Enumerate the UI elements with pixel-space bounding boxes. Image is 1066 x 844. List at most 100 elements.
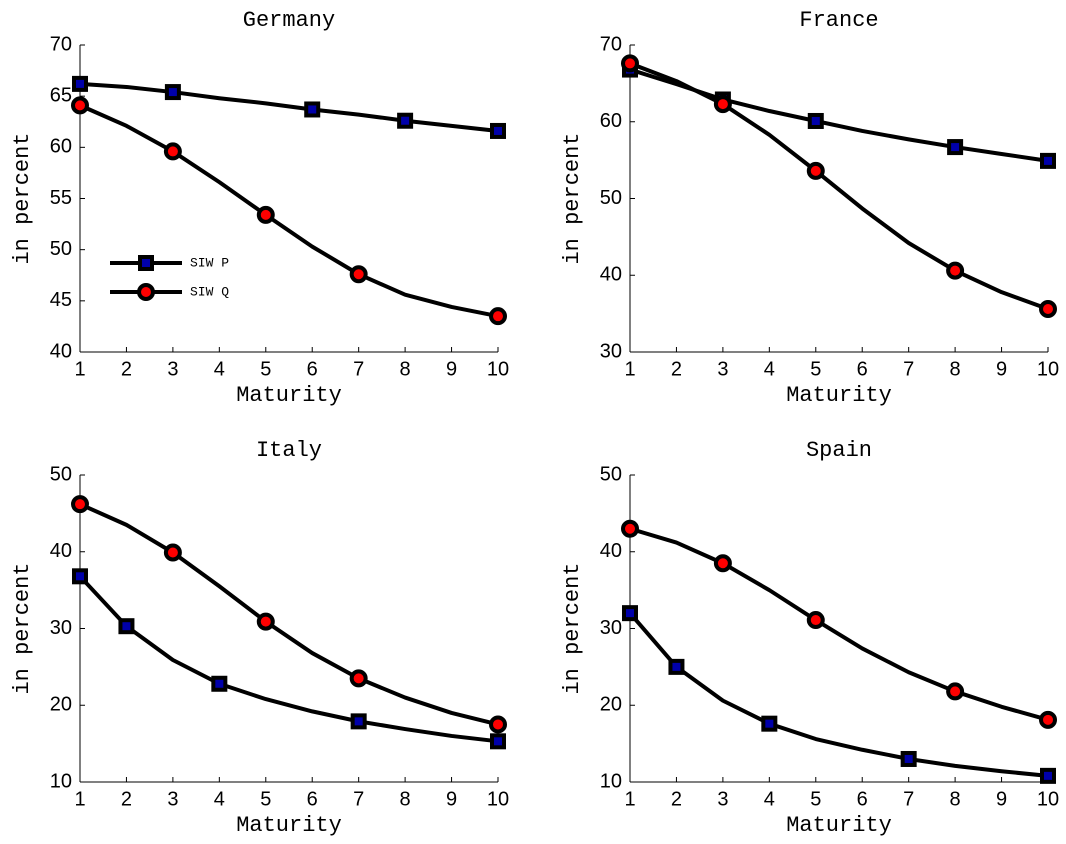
series-line — [629, 67, 1049, 163]
x-tick-label: 3 — [167, 358, 178, 380]
y-tick-label: 30 — [50, 617, 72, 639]
marker — [900, 750, 917, 767]
y-tick-label: 20 — [50, 694, 72, 716]
x-tick-label: 10 — [487, 358, 509, 380]
x-tick-label: 4 — [214, 788, 225, 810]
x-tick-label: 6 — [857, 358, 868, 380]
x-axis-label: Maturity — [236, 383, 342, 408]
y-axis-label: in percent — [560, 562, 585, 694]
x-tick-label: 10 — [1037, 358, 1059, 380]
legend-marker — [138, 255, 154, 271]
marker — [761, 715, 778, 732]
x-tick-label: 6 — [857, 788, 868, 810]
x-tick-label: 1 — [74, 788, 85, 810]
x-tick-label: 4 — [214, 358, 225, 380]
x-tick-label: 7 — [903, 788, 914, 810]
y-tick-label: 40 — [600, 540, 622, 562]
marker — [1039, 710, 1057, 729]
y-tick-label: 55 — [50, 187, 72, 209]
x-tick-label: 1 — [74, 358, 85, 380]
x-tick-label: 8 — [400, 358, 411, 380]
marker — [946, 261, 965, 280]
y-tick-label: 45 — [50, 289, 72, 311]
x-tick-label: 9 — [446, 788, 457, 810]
y-tick-label: 70 — [600, 33, 622, 55]
marker — [621, 519, 639, 538]
x-tick-label: 8 — [950, 358, 961, 380]
x-tick-label: 9 — [446, 358, 457, 380]
x-tick-label: 5 — [810, 788, 821, 810]
marker — [164, 84, 181, 101]
x-axis-label: Maturity — [786, 383, 892, 408]
series-line — [79, 502, 499, 727]
y-tick-label: 50 — [50, 238, 72, 260]
marker — [622, 605, 638, 622]
x-tick-label: 5 — [810, 358, 821, 380]
x-axis-label: Maturity — [786, 813, 892, 838]
legend-label: SIW Q — [190, 284, 229, 299]
x-tick-label: 1 — [624, 358, 635, 380]
y-tick-label: 60 — [50, 136, 72, 158]
x-tick-label: 3 — [167, 788, 178, 810]
series-line — [629, 61, 1049, 311]
marker — [1040, 767, 1056, 784]
marker — [489, 715, 507, 734]
x-tick-label: 3 — [717, 788, 728, 810]
x-tick-label: 9 — [996, 358, 1007, 380]
y-tick-label: 30 — [600, 617, 622, 639]
marker — [946, 682, 965, 701]
chart-title: France — [799, 8, 878, 33]
marker — [304, 101, 321, 118]
x-tick-label: 5 — [260, 358, 271, 380]
chart-title: Italy — [256, 438, 322, 463]
y-axis-label: in percent — [10, 132, 35, 264]
marker — [256, 612, 275, 631]
y-tick-label: 50 — [600, 463, 622, 485]
x-tick-label: 1 — [624, 788, 635, 810]
marker — [489, 307, 507, 326]
marker — [1040, 152, 1056, 169]
x-tick-label: 5 — [260, 788, 271, 810]
marker — [118, 618, 135, 635]
x-tick-label: 10 — [487, 788, 509, 810]
y-axis-label: in percent — [560, 132, 585, 264]
x-tick-label: 4 — [764, 788, 775, 810]
y-tick-label: 30 — [600, 340, 622, 362]
y-tick-label: 50 — [600, 187, 622, 209]
marker — [72, 568, 88, 585]
marker — [350, 713, 367, 730]
x-tick-label: 2 — [121, 788, 132, 810]
x-tick-label: 8 — [400, 788, 411, 810]
marker — [349, 265, 368, 284]
marker — [71, 96, 89, 115]
marker — [1039, 300, 1057, 319]
marker — [713, 95, 732, 114]
marker — [397, 112, 414, 129]
y-tick-label: 20 — [600, 694, 622, 716]
x-tick-label: 10 — [1037, 788, 1059, 810]
chart-title: Spain — [806, 438, 872, 463]
x-tick-label: 6 — [307, 358, 318, 380]
x-tick-label: 2 — [121, 358, 132, 380]
chart-title: Germany — [243, 8, 335, 33]
y-tick-label: 70 — [50, 33, 72, 55]
marker — [807, 112, 824, 129]
y-axis-label: in percent — [10, 562, 35, 694]
marker — [211, 675, 228, 692]
marker — [713, 554, 732, 573]
marker — [668, 658, 685, 675]
marker — [806, 161, 825, 180]
series-line — [78, 574, 499, 744]
x-tick-label: 7 — [903, 358, 914, 380]
y-tick-label: 10 — [50, 770, 72, 792]
x-tick-label: 2 — [671, 358, 682, 380]
x-tick-label: 6 — [307, 788, 318, 810]
x-tick-label: 8 — [950, 788, 961, 810]
series-line — [628, 611, 1049, 778]
y-tick-label: 65 — [50, 84, 72, 106]
y-tick-label: 40 — [600, 264, 622, 286]
y-tick-label: 40 — [50, 340, 72, 362]
series-line — [629, 526, 1049, 722]
y-tick-label: 40 — [50, 540, 72, 562]
